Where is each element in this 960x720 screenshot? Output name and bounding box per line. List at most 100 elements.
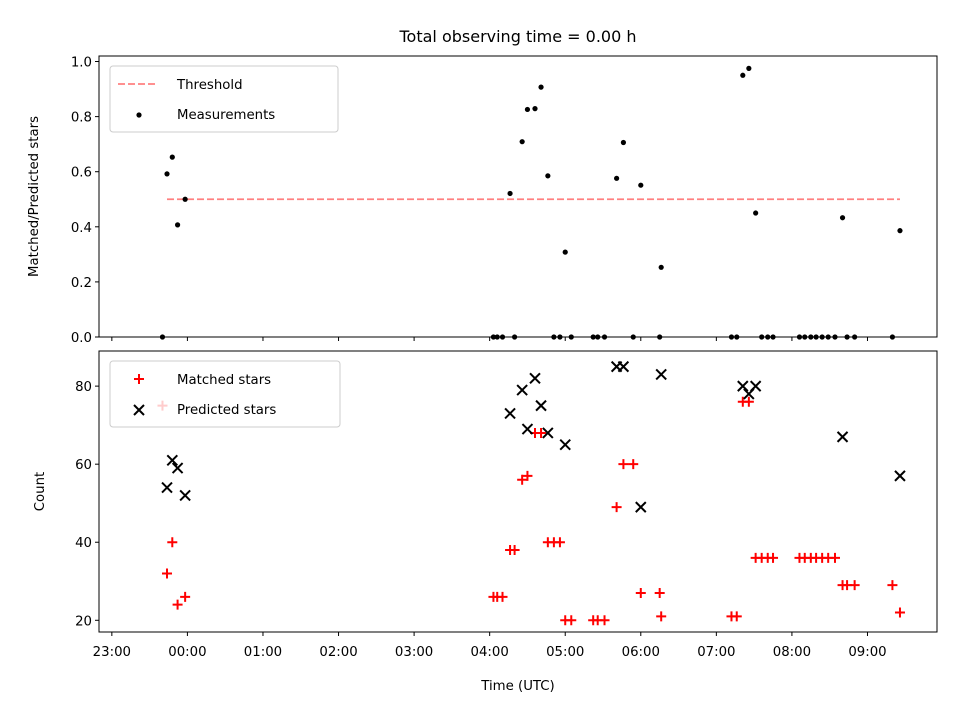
predicted-star-marker xyxy=(171,462,184,474)
x-tick-label: 08:00 xyxy=(773,645,811,660)
predicted-star-marker xyxy=(559,438,571,451)
measurement-point xyxy=(658,264,664,270)
matched-star-marker xyxy=(656,611,667,622)
matched-star-marker xyxy=(829,552,840,563)
measurement-point xyxy=(562,249,568,255)
matched-star-marker xyxy=(509,545,520,556)
predicted-star-marker xyxy=(529,372,541,385)
measurement-point xyxy=(614,175,620,181)
measurement-point xyxy=(524,106,531,113)
y-tick-label: 40 xyxy=(75,536,92,551)
x-tick-label: 00:00 xyxy=(168,645,206,660)
legend-predicted-swatch xyxy=(133,404,145,416)
predicted-star-marker xyxy=(504,407,516,420)
measurement-point xyxy=(545,173,551,179)
predicted-star-marker xyxy=(836,431,849,443)
matched-star-marker xyxy=(768,552,779,563)
predicted-star-marker xyxy=(635,501,647,513)
y-tick-label: 0.6 xyxy=(71,166,92,181)
measurement-point xyxy=(897,228,903,234)
y-tick-label: 80 xyxy=(75,380,92,395)
y-tick-label: 0.8 xyxy=(71,111,92,126)
measurement-point xyxy=(174,222,181,228)
measurement-point xyxy=(753,210,759,216)
predicted-star-marker xyxy=(617,360,630,373)
x-tick-label: 07:00 xyxy=(697,645,735,660)
legend-measurements-swatch xyxy=(136,112,142,118)
measurement-point xyxy=(746,65,752,71)
legend-box xyxy=(109,65,339,133)
x-tick-label: 01:00 xyxy=(244,645,282,660)
predicted-star-marker xyxy=(166,454,179,466)
x-tick-label: 03:00 xyxy=(395,645,433,660)
predicted-star-marker xyxy=(516,384,528,396)
y-axis-label: Count xyxy=(33,472,48,512)
matched-star-marker xyxy=(522,470,533,481)
matched-star-marker xyxy=(887,580,898,591)
predicted-star-marker xyxy=(737,380,749,392)
measurement-point xyxy=(839,215,846,221)
legend-box xyxy=(109,360,341,428)
x-tick-label: 05:00 xyxy=(546,645,584,660)
bottom-panel: 20 40 60 80 23:00 00:00 01:00 02:00 03:00 04:00 05… xyxy=(33,350,938,694)
matched-star-marker xyxy=(554,537,565,548)
legend-predicted-label: Predicted stars xyxy=(177,403,276,418)
matched-star-marker xyxy=(611,502,622,513)
measurement-point xyxy=(182,196,188,202)
legend-matched-label: Matched stars xyxy=(177,373,271,388)
predicted-star-marker xyxy=(521,423,534,435)
y-tick-label: 0.0 xyxy=(71,331,92,346)
measurement-point xyxy=(519,139,525,145)
y-tick-label: 1.0 xyxy=(71,56,92,71)
legend: Threshold Measurements xyxy=(109,65,339,133)
matched-star-marker xyxy=(172,599,183,610)
matched-star-marker xyxy=(635,587,646,598)
matched-star-marker xyxy=(497,591,508,602)
predicted-star-marker xyxy=(655,368,667,381)
x-axis-label: Time (UTC) xyxy=(480,679,555,694)
matched-star-marker xyxy=(628,459,639,470)
matched-star-marker xyxy=(618,459,629,470)
measurement-point xyxy=(507,190,513,197)
x-tick-label: 06:00 xyxy=(622,645,660,660)
measurement-point xyxy=(169,154,175,160)
y-tick-label: 0.4 xyxy=(71,221,92,236)
matched-star-marker xyxy=(743,396,754,407)
predicted-star-marker xyxy=(161,481,173,494)
top-panel: 0.0 0.2 0.4 0.6 0.8 1.0 Matched/Predicted star… xyxy=(27,55,938,346)
predicted-star-marker xyxy=(749,380,762,392)
x-tick-label: 02:00 xyxy=(319,645,357,660)
matched-star-marker xyxy=(180,591,191,602)
matched-star-marker xyxy=(731,611,742,622)
matched-star-marker xyxy=(599,615,610,626)
predicted-star-marker xyxy=(179,489,191,502)
legend: Matched stars Predicted stars xyxy=(109,360,341,428)
matched-star-marker xyxy=(894,607,905,618)
matched-star-marker xyxy=(167,537,178,548)
bottom-axes-frame xyxy=(98,350,938,633)
measurement-point xyxy=(164,171,170,177)
y-axis-label: Matched/Predicted stars xyxy=(27,116,42,277)
y-tick-label: 60 xyxy=(75,458,92,473)
measurement-point xyxy=(740,72,746,78)
x-tick-label: 09:00 xyxy=(848,645,886,660)
measurement-point xyxy=(620,139,627,146)
chart-title: Total observing time = 0.00 h xyxy=(398,27,636,46)
matched-star-marker xyxy=(654,587,665,598)
predicted-star-marker xyxy=(894,470,906,482)
measurement-point xyxy=(532,106,538,112)
matched-star-marker xyxy=(566,615,577,626)
measurement-point xyxy=(638,182,644,188)
legend-matched-swatch xyxy=(134,374,144,384)
y-tick-label: 0.2 xyxy=(71,276,92,291)
legend-threshold-label: Threshold xyxy=(176,78,243,93)
predicted-star-marker xyxy=(542,427,554,439)
legend-measurements-label: Measurements xyxy=(177,108,275,123)
x-tick-label: 23:00 xyxy=(93,645,131,660)
x-tick-label: 04:00 xyxy=(470,645,508,660)
top-axes-frame xyxy=(98,55,938,338)
y-tick-label: 20 xyxy=(75,614,92,629)
predicted-star-marker xyxy=(535,399,547,412)
measurement-point xyxy=(538,84,544,90)
